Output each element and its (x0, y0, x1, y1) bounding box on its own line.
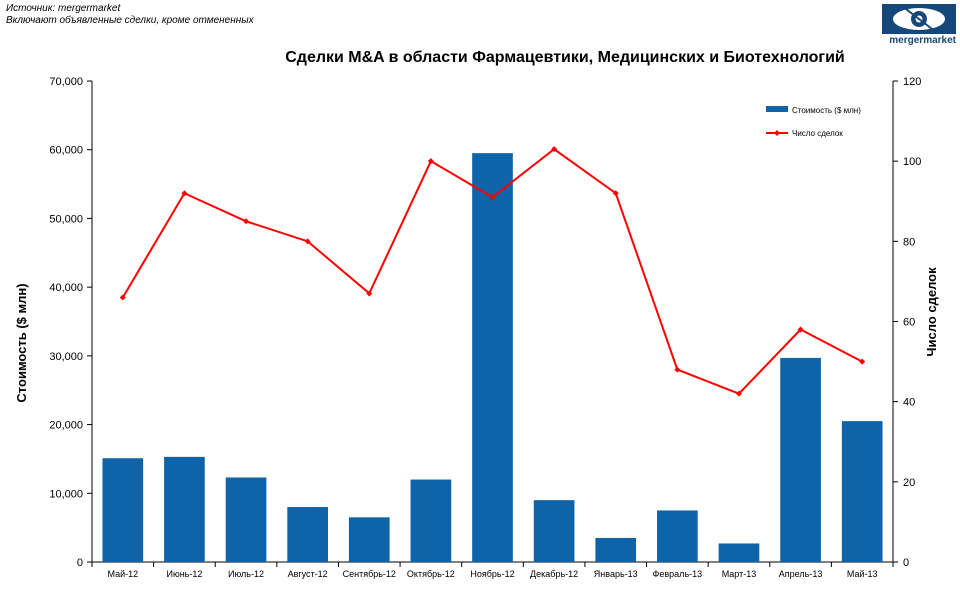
line-point (612, 190, 619, 197)
source-note: Источник: mergermarket Включают объявлен… (6, 3, 254, 27)
legend-label-line: Число сделок (792, 129, 843, 138)
bar (102, 458, 144, 562)
x-tick-label: Ноябрь-12 (470, 569, 514, 579)
bar (225, 477, 267, 562)
eye-logo-icon (882, 4, 956, 34)
y-tick-label: 10,000 (49, 488, 83, 500)
x-tick-label: Март-13 (722, 569, 757, 579)
y-tick-label: 30,000 (49, 351, 83, 363)
y-tick-label: 50,000 (49, 213, 83, 225)
line-point (427, 158, 434, 165)
y2-tick-label: 40 (903, 397, 915, 409)
bar (595, 537, 637, 562)
y2-tick-label: 0 (903, 557, 909, 569)
y2-tick-label: 60 (903, 317, 915, 329)
x-tick-label: Январь-13 (594, 569, 638, 579)
bar (533, 500, 575, 562)
bar (410, 479, 452, 562)
line-point (551, 146, 558, 153)
legend-marker-line (774, 130, 780, 136)
line-point (797, 326, 804, 333)
x-tick-label: Май-13 (847, 569, 878, 579)
line-point (304, 238, 311, 245)
y-tick-label: 70,000 (49, 76, 83, 88)
bar (657, 510, 698, 562)
source-line-2: Включают объявленные сделки, кроме отмен… (6, 15, 254, 26)
line-point (181, 190, 188, 197)
legend-label-bar: Стоимость ($ млн) (792, 106, 861, 115)
y-tick-label: 20,000 (49, 420, 83, 432)
legend-swatch-bar (766, 106, 788, 112)
chart-title: Сделки M&A в области Фармацевтики, Медиц… (285, 49, 845, 66)
x-tick-label: Декабрь-12 (530, 569, 578, 579)
line-series (119, 146, 866, 397)
y2-tick-label: 100 (903, 156, 921, 168)
y2-tick-label: 80 (903, 236, 915, 248)
bar (348, 517, 390, 562)
line-point (674, 366, 681, 373)
bar (287, 507, 328, 562)
y2-tick-label: 120 (903, 76, 921, 88)
y-tick-label: 60,000 (49, 145, 83, 157)
y-tick-label: 0 (77, 557, 83, 569)
y2-axis-title: Число сделок (924, 267, 939, 357)
line-point (119, 294, 126, 301)
x-tick-label: Май-12 (107, 569, 138, 579)
x-tick-label: Июль-12 (228, 569, 264, 579)
y2-tick-label: 20 (903, 477, 915, 489)
line-point (366, 290, 373, 297)
y-axis-title: Стоимость ($ млн) (14, 283, 29, 402)
x-tick-label: Сентябрь-12 (343, 569, 396, 579)
line-point (489, 194, 496, 201)
x-tick-label: Февраль-13 (653, 569, 703, 579)
line-point (735, 390, 742, 397)
x-tick-label: Октябрь-12 (407, 569, 455, 579)
bar (841, 421, 883, 562)
line-point (243, 218, 250, 225)
bar (164, 456, 205, 562)
bar (780, 357, 821, 562)
logo-text: mergermarket (889, 35, 956, 46)
x-tick-label: Август-12 (288, 569, 328, 579)
y-tick-label: 40,000 (49, 282, 83, 294)
x-tick-label: Июнь-12 (166, 569, 202, 579)
line-point (859, 358, 866, 365)
source-line-1: Источник: mergermarket (6, 3, 121, 14)
x-tick-label: Апрель-13 (779, 569, 823, 579)
bar-series (102, 153, 883, 562)
bar (472, 153, 513, 562)
bar (718, 543, 760, 562)
legend: Стоимость ($ млн) Число сделок (766, 106, 861, 138)
